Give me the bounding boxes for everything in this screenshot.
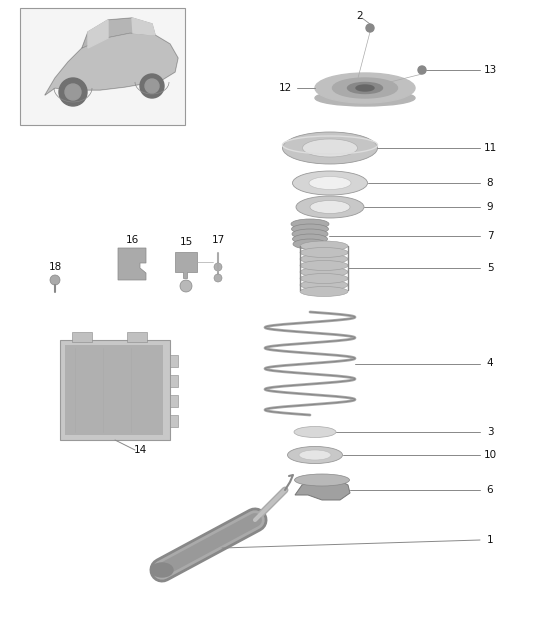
Ellipse shape (302, 139, 358, 157)
Ellipse shape (299, 450, 331, 460)
Text: 13: 13 (483, 65, 496, 75)
Ellipse shape (292, 224, 329, 234)
Ellipse shape (309, 176, 351, 190)
Ellipse shape (315, 90, 415, 106)
Ellipse shape (315, 73, 415, 103)
Text: 4: 4 (487, 359, 493, 369)
Ellipse shape (310, 200, 350, 214)
Text: 9: 9 (487, 202, 493, 212)
Bar (60, 340, 170, 440)
Bar (65, 345, 163, 435)
Ellipse shape (300, 241, 348, 251)
Ellipse shape (348, 82, 383, 94)
Text: 8: 8 (487, 178, 493, 188)
Polygon shape (88, 20, 108, 48)
Ellipse shape (291, 219, 329, 229)
Text: 6: 6 (487, 485, 493, 495)
Ellipse shape (300, 280, 348, 290)
Circle shape (145, 79, 159, 93)
Bar (170, 375, 178, 387)
Ellipse shape (300, 254, 348, 264)
Ellipse shape (293, 234, 328, 244)
Text: 5: 5 (487, 263, 493, 273)
Bar (170, 395, 178, 407)
Text: 7: 7 (487, 231, 493, 241)
Text: 11: 11 (483, 143, 496, 153)
Ellipse shape (293, 171, 367, 195)
Polygon shape (45, 33, 178, 95)
Text: 15: 15 (179, 237, 192, 247)
Ellipse shape (293, 239, 327, 249)
Polygon shape (295, 478, 350, 500)
Circle shape (59, 78, 87, 106)
Polygon shape (82, 18, 155, 48)
Text: 3: 3 (487, 427, 493, 437)
Text: 18: 18 (49, 262, 62, 272)
Circle shape (214, 263, 222, 271)
Text: 14: 14 (134, 445, 147, 455)
Ellipse shape (300, 267, 348, 277)
Ellipse shape (282, 132, 378, 164)
Text: 16: 16 (125, 235, 138, 245)
Polygon shape (132, 18, 155, 35)
Ellipse shape (300, 274, 348, 283)
Text: 2: 2 (356, 11, 364, 21)
Ellipse shape (296, 196, 364, 218)
Circle shape (366, 24, 374, 32)
Circle shape (50, 275, 60, 285)
Ellipse shape (300, 286, 348, 296)
Bar (72, 332, 92, 342)
Text: 17: 17 (211, 235, 225, 245)
Circle shape (214, 274, 222, 282)
Bar (127, 332, 147, 342)
Text: 10: 10 (483, 450, 496, 460)
Ellipse shape (151, 563, 173, 577)
Ellipse shape (294, 474, 349, 486)
Text: 1: 1 (487, 535, 493, 545)
Polygon shape (175, 252, 197, 278)
Text: 12: 12 (278, 83, 292, 93)
Bar (170, 415, 178, 427)
Circle shape (140, 74, 164, 98)
Bar (20, 8, 185, 125)
Circle shape (418, 66, 426, 74)
Ellipse shape (300, 247, 348, 257)
Ellipse shape (332, 78, 397, 98)
Circle shape (180, 280, 192, 292)
Ellipse shape (294, 426, 336, 438)
Ellipse shape (292, 229, 328, 239)
Ellipse shape (300, 261, 348, 271)
Circle shape (65, 84, 81, 100)
Ellipse shape (288, 447, 342, 463)
Polygon shape (118, 248, 146, 280)
Bar (170, 355, 178, 367)
Ellipse shape (356, 85, 374, 91)
